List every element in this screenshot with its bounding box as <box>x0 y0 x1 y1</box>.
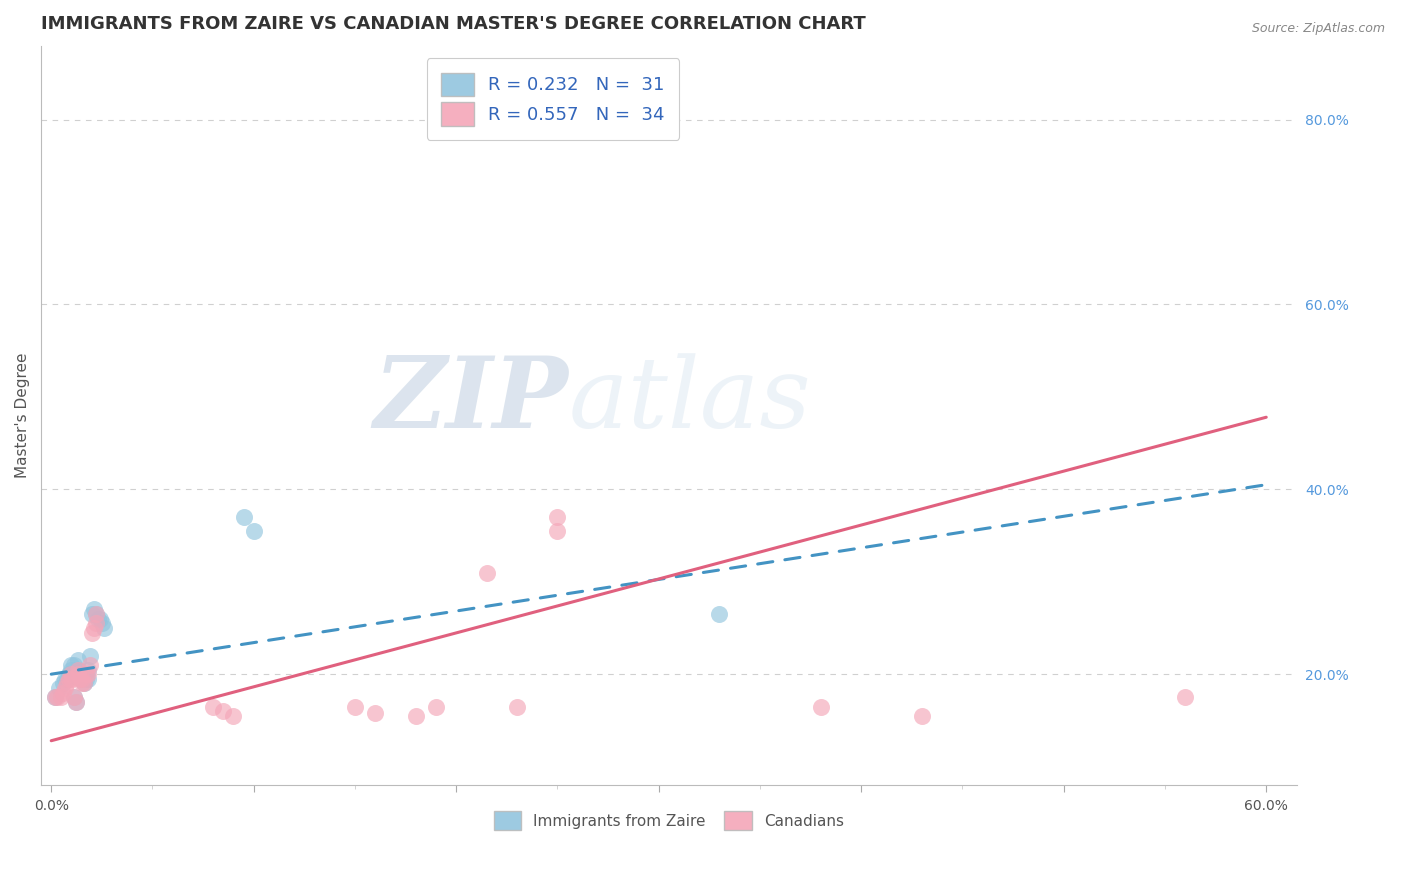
Point <box>80 607 103 621</box>
Point <box>79 657 101 672</box>
Point <box>52 686 75 700</box>
Point <box>75 672 97 686</box>
Point <box>44 690 66 705</box>
Point <box>70 676 93 690</box>
Point <box>70 672 93 686</box>
Point <box>62 657 84 672</box>
Point <box>810 699 832 714</box>
Point <box>66 667 89 681</box>
Point <box>87 612 110 626</box>
Point <box>343 699 366 714</box>
Point <box>48 681 70 695</box>
Point <box>202 699 225 714</box>
Point <box>475 566 498 580</box>
Point <box>60 667 83 681</box>
Point <box>52 676 75 690</box>
Point <box>55 681 77 695</box>
Point <box>62 690 84 705</box>
Point <box>84 607 107 621</box>
Point <box>242 524 264 538</box>
Point <box>76 663 98 677</box>
Point <box>69 667 91 681</box>
Point <box>60 657 83 672</box>
Point <box>70 667 93 681</box>
Point <box>232 510 254 524</box>
Point <box>222 708 245 723</box>
Point <box>90 616 112 631</box>
Point <box>55 672 77 686</box>
Point <box>58 667 80 681</box>
Text: Source: ZipAtlas.com: Source: ZipAtlas.com <box>1251 22 1385 36</box>
Point <box>75 667 97 681</box>
Point <box>80 625 103 640</box>
Point <box>65 695 87 709</box>
Point <box>62 690 84 705</box>
Point <box>65 695 87 709</box>
Point <box>911 708 934 723</box>
Legend: Immigrants from Zaire, Canadians: Immigrants from Zaire, Canadians <box>488 805 851 837</box>
Point <box>51 690 73 705</box>
Text: IMMIGRANTS FROM ZAIRE VS CANADIAN MASTER'S DEGREE CORRELATION CHART: IMMIGRANTS FROM ZAIRE VS CANADIAN MASTER… <box>41 15 866 33</box>
Point <box>70 672 93 686</box>
Point <box>84 616 107 631</box>
Point <box>76 672 98 686</box>
Point <box>58 672 80 686</box>
Point <box>72 676 94 690</box>
Point <box>364 706 387 720</box>
Point <box>66 663 89 677</box>
Point <box>46 690 69 705</box>
Point <box>56 676 79 690</box>
Point <box>84 607 107 621</box>
Text: atlas: atlas <box>568 353 811 449</box>
Point <box>547 510 569 524</box>
Point <box>60 663 83 677</box>
Point <box>425 699 447 714</box>
Point <box>69 672 91 686</box>
Point <box>1174 690 1197 705</box>
Point <box>79 648 101 663</box>
Point <box>60 672 83 686</box>
Point <box>405 708 427 723</box>
Point <box>44 690 66 705</box>
Point <box>93 621 115 635</box>
Point <box>76 667 98 681</box>
Point <box>56 672 79 686</box>
Text: ZIP: ZIP <box>374 352 568 449</box>
Point <box>66 663 89 677</box>
Point <box>72 676 94 690</box>
Point <box>83 602 105 616</box>
Point <box>83 621 105 635</box>
Point <box>709 607 731 621</box>
Point <box>66 653 89 667</box>
Point <box>547 524 569 538</box>
Y-axis label: Master's Degree: Master's Degree <box>15 352 30 478</box>
Point <box>89 612 111 626</box>
Point <box>212 704 235 718</box>
Point <box>506 699 529 714</box>
